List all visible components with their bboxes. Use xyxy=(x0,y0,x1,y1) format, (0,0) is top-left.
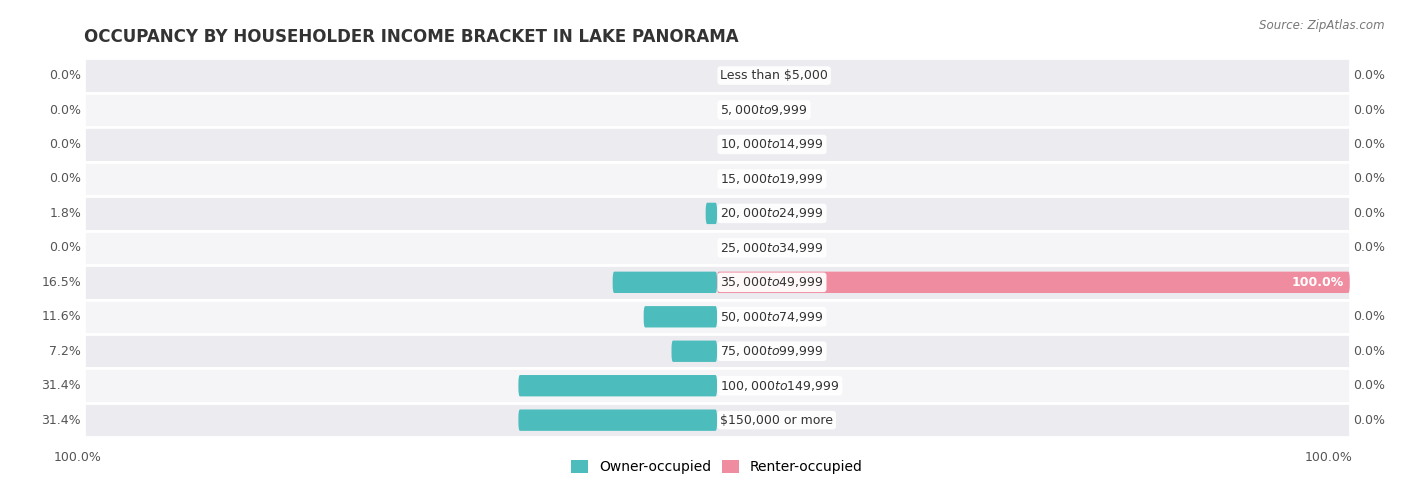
Text: 0.0%: 0.0% xyxy=(1353,242,1385,254)
Text: 16.5%: 16.5% xyxy=(41,276,82,289)
Text: $10,000 to $14,999: $10,000 to $14,999 xyxy=(720,138,824,152)
Text: 100.0%: 100.0% xyxy=(1291,276,1344,289)
Text: 0.0%: 0.0% xyxy=(1353,414,1385,427)
Text: $150,000 or more: $150,000 or more xyxy=(720,414,834,427)
FancyBboxPatch shape xyxy=(672,341,717,362)
Bar xyxy=(84,231,1350,265)
Text: Less than $5,000: Less than $5,000 xyxy=(720,69,828,82)
Bar xyxy=(84,93,1350,127)
Text: 100.0%: 100.0% xyxy=(1305,451,1353,464)
FancyBboxPatch shape xyxy=(706,203,717,224)
Bar xyxy=(84,334,1350,368)
Text: 0.0%: 0.0% xyxy=(1353,104,1385,117)
Text: Source: ZipAtlas.com: Source: ZipAtlas.com xyxy=(1260,19,1385,33)
Text: OCCUPANCY BY HOUSEHOLDER INCOME BRACKET IN LAKE PANORAMA: OCCUPANCY BY HOUSEHOLDER INCOME BRACKET … xyxy=(84,28,740,46)
Text: 0.0%: 0.0% xyxy=(49,242,82,254)
Text: $25,000 to $34,999: $25,000 to $34,999 xyxy=(720,241,824,255)
Text: 0.0%: 0.0% xyxy=(1353,379,1385,392)
Text: 0.0%: 0.0% xyxy=(1353,69,1385,82)
Text: 1.8%: 1.8% xyxy=(49,207,82,220)
Bar xyxy=(84,58,1350,93)
Text: 0.0%: 0.0% xyxy=(49,138,82,151)
Text: $20,000 to $24,999: $20,000 to $24,999 xyxy=(720,207,824,220)
Text: 100.0%: 100.0% xyxy=(53,451,101,464)
Legend: Owner-occupied, Renter-occupied: Owner-occupied, Renter-occupied xyxy=(565,454,869,480)
Text: 0.0%: 0.0% xyxy=(1353,310,1385,323)
Text: 31.4%: 31.4% xyxy=(42,414,82,427)
Text: 0.0%: 0.0% xyxy=(1353,138,1385,151)
Text: $100,000 to $149,999: $100,000 to $149,999 xyxy=(720,379,839,393)
Text: 31.4%: 31.4% xyxy=(42,379,82,392)
Text: 0.0%: 0.0% xyxy=(1353,345,1385,358)
Bar xyxy=(84,127,1350,162)
Text: 0.0%: 0.0% xyxy=(1353,207,1385,220)
Text: 0.0%: 0.0% xyxy=(49,69,82,82)
Text: $35,000 to $49,999: $35,000 to $49,999 xyxy=(720,276,824,289)
FancyBboxPatch shape xyxy=(613,272,717,293)
Text: 11.6%: 11.6% xyxy=(42,310,82,323)
Text: 0.0%: 0.0% xyxy=(1353,173,1385,186)
Text: 7.2%: 7.2% xyxy=(49,345,82,358)
Bar xyxy=(84,403,1350,437)
Bar xyxy=(84,299,1350,334)
FancyBboxPatch shape xyxy=(519,410,717,431)
Bar xyxy=(84,196,1350,231)
Text: $15,000 to $19,999: $15,000 to $19,999 xyxy=(720,172,824,186)
Text: 0.0%: 0.0% xyxy=(49,173,82,186)
Bar xyxy=(84,265,1350,299)
Bar xyxy=(84,162,1350,196)
FancyBboxPatch shape xyxy=(717,272,1350,293)
Text: 0.0%: 0.0% xyxy=(49,104,82,117)
Text: $50,000 to $74,999: $50,000 to $74,999 xyxy=(720,310,824,324)
Text: $75,000 to $99,999: $75,000 to $99,999 xyxy=(720,344,824,358)
Bar xyxy=(84,368,1350,403)
Text: $5,000 to $9,999: $5,000 to $9,999 xyxy=(720,103,808,117)
FancyBboxPatch shape xyxy=(519,375,717,397)
FancyBboxPatch shape xyxy=(644,306,717,328)
